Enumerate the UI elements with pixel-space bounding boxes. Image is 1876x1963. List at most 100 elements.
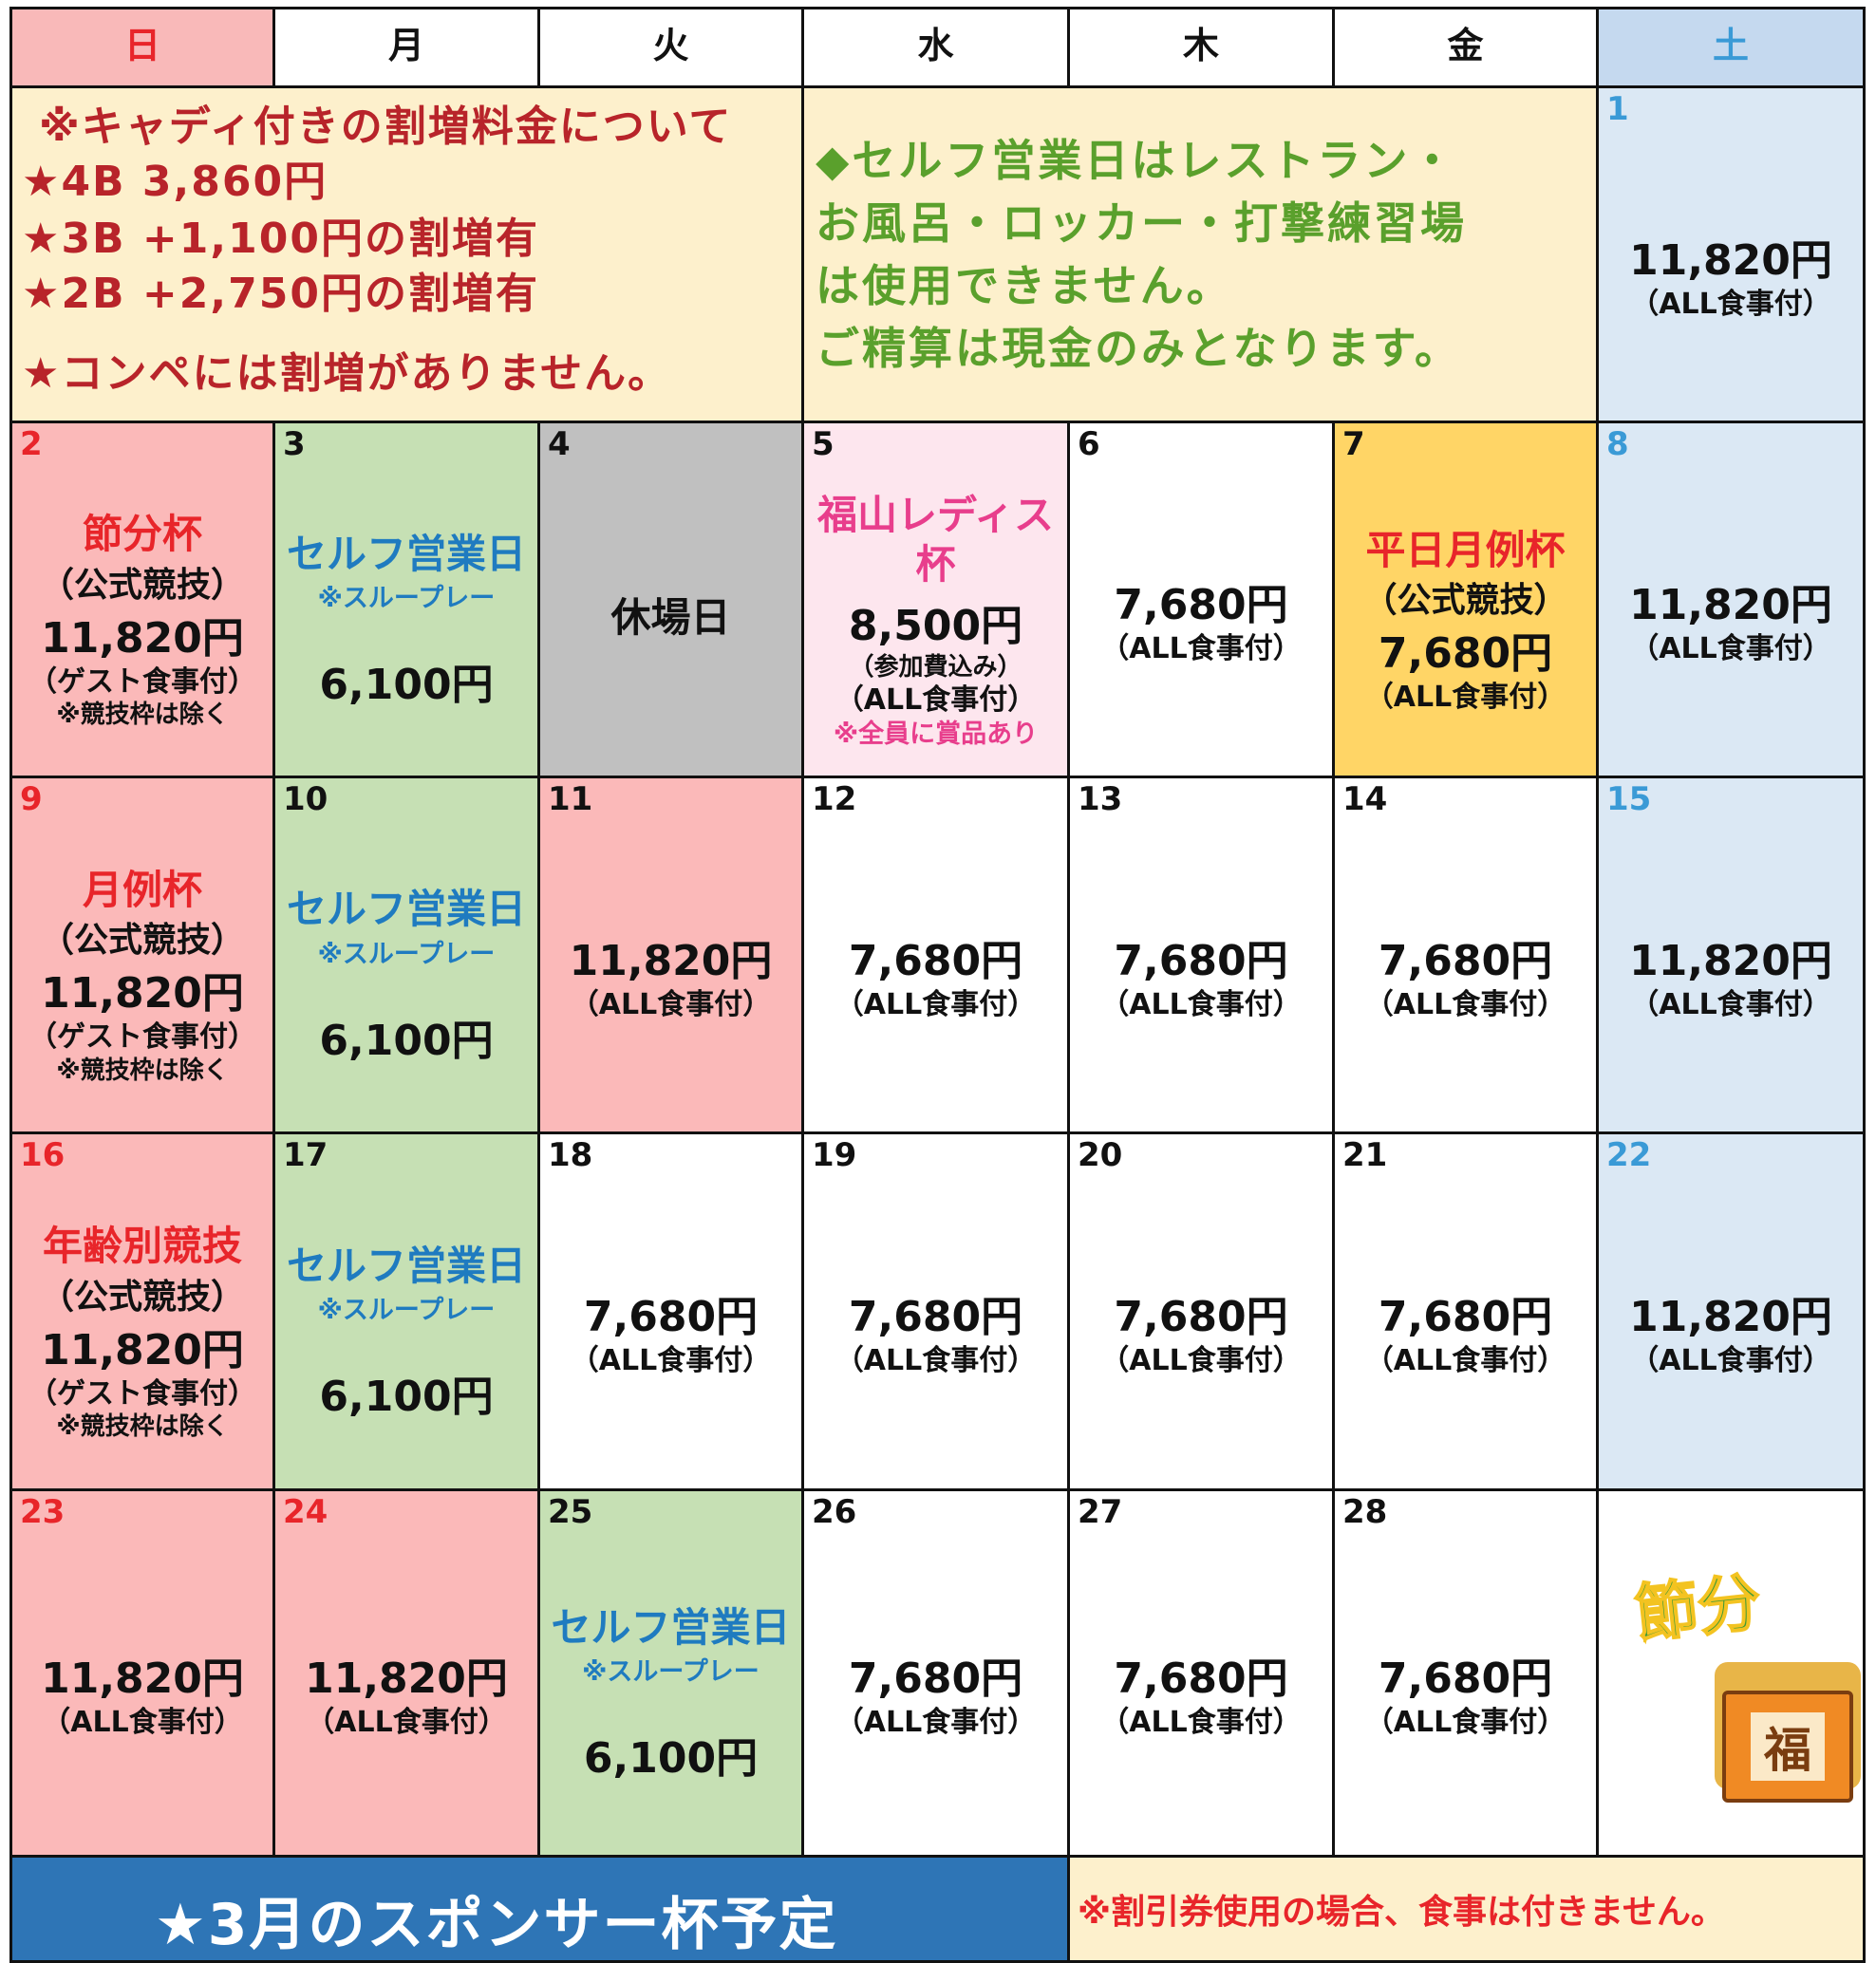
price: 8,500円 [848,601,1023,650]
cell-body: 休場日 [540,471,801,770]
day-number: 25 [548,1493,593,1531]
weekday-cell: 水 [801,7,1070,88]
weekday-label: 木 [1182,25,1219,66]
notice-line: ★2B +2,750円の割増有 [22,270,539,318]
day-cell: 6 7,680円 （ALL食事付） [1067,421,1335,778]
day-number: 2 [20,425,43,463]
fee: （参加費込み） [849,652,1022,682]
price: 7,680円 [1378,629,1553,678]
weekday-cell: 木 [1067,7,1335,88]
price: 7,680円 [1378,936,1553,985]
cell-body: 11,820円 （ALL食事付） [540,826,801,1126]
cell-body: 7,680円 （ALL食事付） [540,1182,801,1483]
cell-body: 11,820円 （ALL食事付） [1599,1182,1863,1483]
event: 福山レディス杯 [816,491,1055,589]
day-cell: 節分福 [1596,1488,1866,1858]
meal: （ゲスト食事付） [28,664,256,699]
caddie-notice: ※キャディ付きの割増料金について ★4B 3,860円 ★3B +1,100円の割増… [9,85,804,423]
price: 7,680円 [1114,1655,1288,1704]
day-cell: 1 11,820円 （ALL食事付） [1596,85,1866,423]
price: 11,820円 [41,1655,244,1704]
price: 7,680円 [1114,581,1288,630]
day-cell: 28 7,680円 （ALL食事付） [1332,1488,1599,1858]
day-cell: 10 セルフ営業日 ※スループレー 6,100円 [272,776,540,1134]
note: ※競技枠は除く [56,1056,229,1085]
day-cell: 13 7,680円 （ALL食事付） [1067,776,1335,1134]
sub: （公式競技） [39,1277,245,1317]
notice-line: ★4B 3,860円 [22,158,328,206]
cell-body: 7,680円 （ALL食事付） [1070,471,1332,770]
day-number: 8 [1606,425,1629,463]
meal: （ALL食事付） [570,987,772,1021]
notice-line: ★コンペには割増がありません。 [22,349,672,398]
day-number: 4 [548,425,571,463]
weekday-cell: 日 [9,7,275,88]
day-cell: 22 11,820円 （ALL食事付） [1596,1131,1866,1491]
cell-body: 7,680円 （ALL食事付） [1070,1539,1332,1849]
cell-body: 福山レディス杯 8,500円 （参加費込み） （ALL食事付） ※全員に賞品あり [804,471,1067,770]
price: 6,100円 [319,1373,494,1422]
cell-body: 7,680円 （ALL食事付） [1335,1539,1596,1849]
day-number: 12 [812,780,857,818]
weekday-label: 火 [652,25,689,66]
meal: （ゲスト食事付） [28,1376,256,1411]
day-number: 24 [283,1493,328,1531]
sponsor-text: ★3月のスポンサー杯予定 [155,1892,838,1958]
day-cell: 20 7,680円 （ALL食事付） [1067,1131,1335,1491]
weekday-cell: 土 [1596,7,1866,88]
meal: （ALL食事付） [1630,1344,1831,1378]
event: セルフ営業日 [286,1242,526,1289]
cell-body: 7,680円 （ALL食事付） [1070,1182,1332,1483]
notice-line: ※キャディ付きの割増料金について [39,103,733,151]
price: 7,680円 [1378,1293,1553,1342]
discount-note: ※割引券使用の場合、食事は付きません。 [1067,1855,1866,1963]
meal: （ALL食事付） [835,987,1037,1021]
day-number: 20 [1078,1136,1123,1174]
price: 11,820円 [1629,581,1832,630]
day-number: 16 [20,1136,66,1174]
cell-body: 7,680円 （ALL食事付） [1335,1182,1596,1483]
price: 6,100円 [319,661,494,710]
notice-line: ◆セルフ営業日はレストラン・ [816,135,1457,186]
day-number: 5 [812,425,835,463]
cell-body: 年齢別競技 （公式競技） 11,820円 （ゲスト食事付） ※競技枠は除く [12,1182,272,1483]
cell-body: 11,820円 （ALL食事付） [275,1539,537,1849]
meal: （ALL食事付） [1364,1706,1566,1740]
day-cell: 24 11,820円 （ALL食事付） [272,1488,540,1858]
price: 7,680円 [1114,936,1288,985]
price: 11,820円 [41,1325,244,1374]
price: 11,820円 [305,1655,508,1704]
meal: （ALL食事付） [306,1706,507,1740]
day-cell: 18 7,680円 （ALL食事付） [537,1131,804,1491]
sub: （公式競技） [39,921,245,961]
event: セルフ営業日 [551,1603,791,1651]
illustration-box-text: 福 [1751,1712,1825,1781]
price: 11,820円 [569,936,773,985]
day-cell: 26 7,680円 （ALL食事付） [801,1488,1070,1858]
self-note: ※スループレー [582,1657,760,1688]
meal: （ALL食事付） [570,1344,772,1378]
cell-body: 7,680円 （ALL食事付） [804,826,1067,1126]
cell-body: 月例杯 （公式競技） 11,820円 （ゲスト食事付） ※競技枠は除く [12,826,272,1126]
weekday-label: 水 [917,25,954,66]
cell-body: セルフ営業日 ※スループレー 6,100円 [275,826,537,1126]
note: ※競技枠は除く [56,1412,229,1442]
meal: （ALL食事付） [1100,987,1302,1021]
discount-text: ※割引券使用の場合、食事は付きません。 [1078,1893,1725,1932]
day-number: 9 [20,780,43,818]
note: ※競技枠は除く [56,701,229,730]
sub: （公式競技） [39,565,245,605]
price: 7,680円 [1114,1293,1288,1342]
price: 7,680円 [583,1293,759,1342]
price: 7,680円 [848,936,1023,985]
event: セルフ営業日 [286,530,526,577]
weekday-cell: 金 [1332,7,1599,88]
day-cell: 21 7,680円 （ALL食事付） [1332,1131,1599,1491]
meal: （ALL食事付） [835,1706,1037,1740]
sponsor-banner: ★3月のスポンサー杯予定 [9,1855,1070,1963]
self-note: ※スループレー [317,1296,496,1326]
event: 休場日 [610,594,731,642]
day-cell: 15 11,820円 （ALL食事付） [1596,776,1866,1134]
self-note: ※スループレー [317,939,496,969]
day-cell: 7 平日月例杯 （公式競技） 7,680円 （ALL食事付） [1332,421,1599,778]
